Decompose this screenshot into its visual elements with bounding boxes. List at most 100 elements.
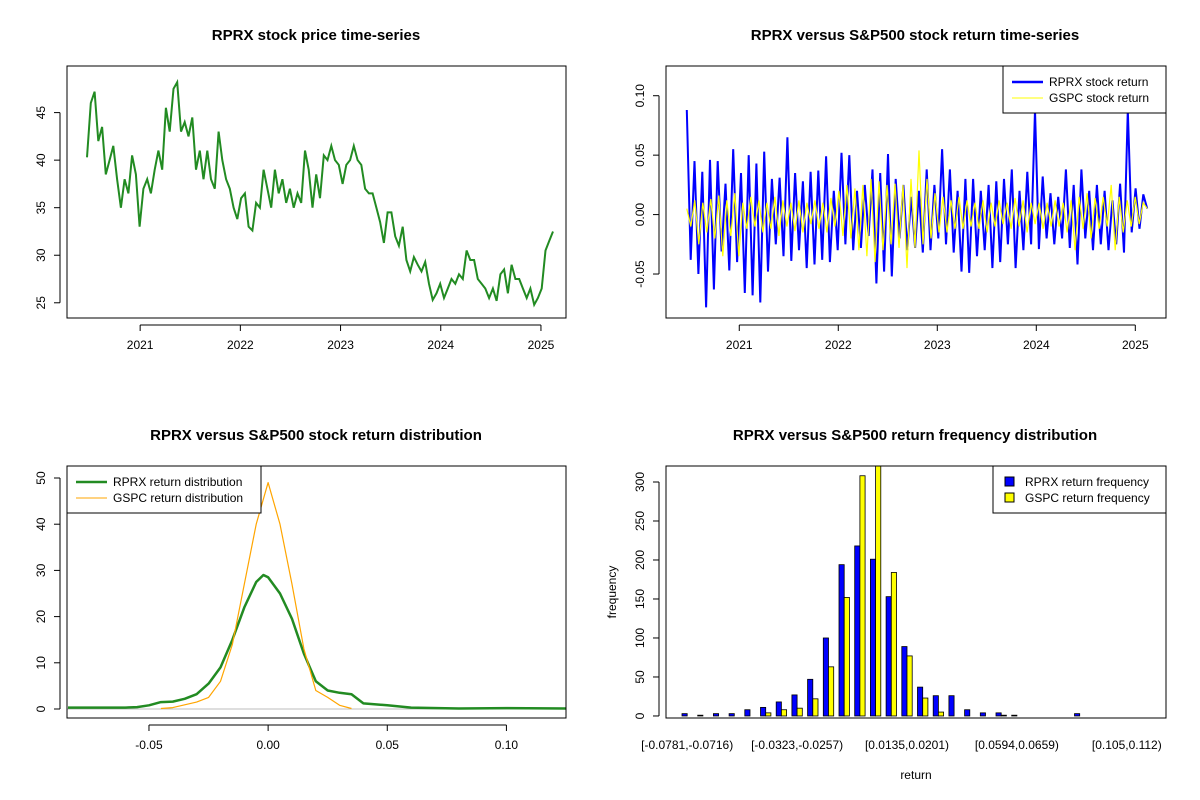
y-tick-label: -0.05 xyxy=(633,260,647,288)
density-plot-area xyxy=(67,482,566,710)
bar-gspc xyxy=(1000,714,1007,717)
bar-rprx xyxy=(681,713,688,717)
x-tick-label: 2022 xyxy=(227,338,254,352)
returns-plot-area xyxy=(685,109,1149,308)
legend-label: GSPC return frequency xyxy=(1025,491,1150,505)
y-tick-label: 0 xyxy=(633,712,647,719)
y-tick-label: 100 xyxy=(633,628,647,648)
bar-gspc xyxy=(922,697,929,717)
y-tick-label: 150 xyxy=(633,589,647,609)
bar-rprx xyxy=(964,709,971,717)
x-tick-label: 0.00 xyxy=(256,738,280,752)
legend-box xyxy=(66,465,262,514)
legend-label: GSPC stock return xyxy=(1049,91,1149,105)
legend-swatch xyxy=(1004,492,1015,503)
y-tick-label: 0 xyxy=(34,705,48,712)
returns-title: RPRX versus S&P500 stock return time-ser… xyxy=(751,27,1079,44)
bar-gspc xyxy=(828,666,835,717)
plot-frame xyxy=(66,465,567,719)
bar-gspc xyxy=(796,707,803,717)
bar-rprx xyxy=(932,695,939,717)
bar-gspc xyxy=(875,466,882,717)
bar-rprx xyxy=(822,637,829,717)
y-tick-label: 0.00 xyxy=(633,203,647,227)
x-tick-label: -0.05 xyxy=(135,738,163,752)
bar-rprx xyxy=(760,706,767,717)
histogram-panel: RPRX versus S&P500 return frequency dist… xyxy=(605,427,1167,782)
y-tick-label: 40 xyxy=(34,517,48,531)
return-line-gspc xyxy=(686,150,1148,269)
x-category-label: [-0.0781,-0.0716) xyxy=(641,738,733,752)
price-panel: RPRX stock price time-series 25 30 35 40 45 20… xyxy=(34,27,567,352)
y-tick-label: 45 xyxy=(34,106,48,120)
x-tick-label: 2022 xyxy=(825,338,852,352)
bar-rprx xyxy=(791,694,798,717)
bar-rprx xyxy=(870,558,877,717)
y-tick-label: 250 xyxy=(633,511,647,531)
x-tick-label: 2021 xyxy=(127,338,154,352)
x-axis-title: return xyxy=(900,768,931,782)
legend-label: RPRX stock return xyxy=(1049,75,1148,89)
x-category-label: [0.105,0.112) xyxy=(1092,738,1162,752)
bar-gspc xyxy=(765,712,772,717)
legend-label: GSPC return distribution xyxy=(113,491,243,505)
y-tick-label: 0.10 xyxy=(633,84,647,108)
x-category-label: [-0.0323,-0.0257) xyxy=(751,738,843,752)
histogram-plot-area xyxy=(681,466,1081,717)
plot-frame xyxy=(66,65,567,319)
y-tick-label: 30 xyxy=(34,563,48,577)
y-tick-label: 40 xyxy=(34,153,48,167)
bar-gspc xyxy=(843,597,850,717)
bar-rprx xyxy=(807,678,814,717)
density-panel: RPRX versus S&P500 stock return distribu… xyxy=(34,427,567,752)
bar-rprx xyxy=(697,714,704,717)
y-tick-label: 50 xyxy=(34,471,48,485)
density-legend: RPRX return distribution GSPC return dist… xyxy=(66,465,262,514)
x-tick-label: 0.05 xyxy=(376,738,400,752)
x-category-label: [0.0135,0.0201) xyxy=(865,738,949,752)
x-tick-label: 2023 xyxy=(924,338,951,352)
bar-gspc xyxy=(906,655,913,717)
y-axis-title: frequency xyxy=(605,566,619,619)
returns-panel: RPRX versus S&P500 stock return time-ser… xyxy=(633,27,1167,352)
y-tick-label: 300 xyxy=(633,472,647,492)
bar-rprx xyxy=(917,686,924,717)
plot-frame xyxy=(665,465,1167,719)
x-tick-label: 2024 xyxy=(427,338,454,352)
y-tick-label: 0.05 xyxy=(633,143,647,167)
density-curve-gspc xyxy=(160,482,352,710)
y-tick-label: 200 xyxy=(633,550,647,570)
bar-rprx xyxy=(995,712,1002,717)
histogram-title: RPRX versus S&P500 return frequency dist… xyxy=(733,427,1097,444)
bar-rprx xyxy=(713,713,720,717)
y-tick-label: 35 xyxy=(34,201,48,215)
bar-rprx xyxy=(1074,713,1081,717)
legend-box xyxy=(992,465,1167,514)
bar-gspc xyxy=(859,475,866,717)
bar-rprx xyxy=(885,596,892,717)
bar-rprx xyxy=(775,701,782,717)
y-tick-label: 25 xyxy=(34,296,48,310)
bar-rprx xyxy=(948,695,955,717)
bar-rprx xyxy=(744,709,751,717)
x-tick-label: 2025 xyxy=(528,338,555,352)
price-plot-area xyxy=(86,78,554,308)
x-tick-label: 2021 xyxy=(726,338,753,352)
y-tick-label: 50 xyxy=(633,670,647,684)
bar-gspc xyxy=(812,698,819,717)
y-tick-label: 30 xyxy=(34,248,48,262)
bar-rprx xyxy=(838,564,845,717)
legend-box xyxy=(1002,65,1167,114)
y-tick-label: 20 xyxy=(34,610,48,624)
x-tick-label: 0.10 xyxy=(495,738,519,752)
return-line-rprx xyxy=(685,109,1149,308)
legend-swatch xyxy=(1004,476,1015,487)
histogram-legend: RPRX return frequency GSPC return frequen… xyxy=(992,465,1167,514)
bar-rprx xyxy=(979,712,986,717)
bar-gspc xyxy=(938,711,945,717)
bar-rprx xyxy=(728,713,735,717)
x-category-label: [0.0594,0.0659) xyxy=(975,738,1059,752)
x-tick-label: 2025 xyxy=(1122,338,1149,352)
x-tick-label: 2024 xyxy=(1023,338,1050,352)
